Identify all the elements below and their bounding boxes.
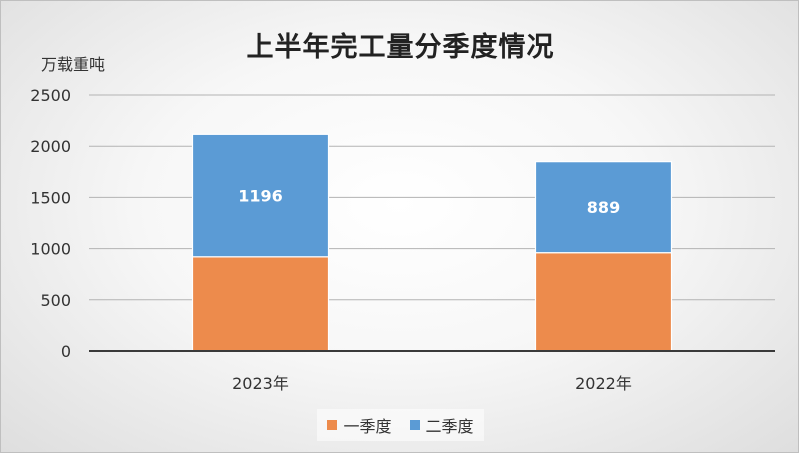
y-tick-label-1000: 1000 [30, 240, 71, 259]
x-tick-label-2022年: 2022年 [575, 374, 632, 393]
chart-title: 上半年完工量分季度情况 [246, 32, 555, 63]
x-tick-label-2023年: 2023年 [232, 374, 289, 393]
bar-2023年-一季度 [191, 256, 330, 352]
y-tick-label-500: 500 [40, 291, 71, 310]
legend-swatch-q1 [327, 420, 338, 430]
data-label-2022年-二季度: 889 [587, 198, 620, 217]
data-label-2023年-二季度: 1196 [238, 187, 283, 206]
legend-label-q1: 一季度 [343, 417, 392, 436]
bar-2022年-二季度 [534, 161, 673, 254]
bar-2022年-一季度 [534, 252, 673, 352]
legend-box: 一季度 二季度 [317, 409, 484, 441]
legend-swatch-q2 [409, 420, 420, 430]
y-tick-label-2000: 2000 [30, 137, 71, 156]
y-tick-label-2500: 2500 [30, 86, 71, 105]
y-tick-label-0: 0 [61, 342, 71, 361]
y-tick-label-1500: 1500 [30, 188, 71, 207]
legend: 一季度 二季度 [1, 409, 799, 441]
bar-2023年-二季度 [191, 133, 330, 258]
legend-item-q1: 一季度 [327, 413, 392, 437]
legend-label-q2: 二季度 [425, 417, 474, 436]
legend-item-q2: 二季度 [409, 413, 474, 437]
y-axis-unit-label: 万载重吨 [41, 55, 106, 74]
